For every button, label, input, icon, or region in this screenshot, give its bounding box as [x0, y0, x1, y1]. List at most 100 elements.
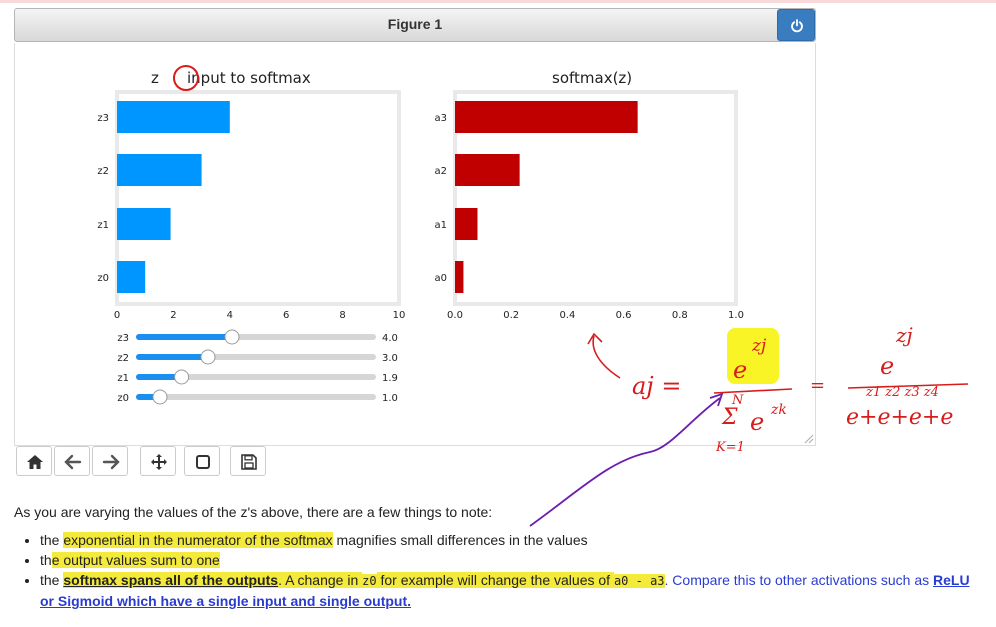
- y-tick-labels-right: a0 a1 a2 a3: [435, 113, 448, 284]
- highlighted-text: exponential in the numerator of the soft…: [63, 532, 333, 548]
- forward-button[interactable]: [92, 446, 128, 476]
- zoom-rect-icon: [196, 455, 210, 469]
- x-tick-labels-right: 0.0 0.2 0.4 0.6 0.8 1.0: [447, 310, 744, 321]
- back-button[interactable]: [54, 446, 90, 476]
- ink-rhs-num: e: [880, 352, 895, 380]
- resize-grip-icon[interactable]: [804, 434, 814, 444]
- bar-a1: [455, 208, 478, 240]
- list-item: the softmax spans all of the outputs. A …: [40, 570, 996, 611]
- bullet-text: th: [40, 552, 52, 568]
- power-icon: [791, 19, 803, 33]
- x-tick-label: 1.0: [728, 310, 744, 321]
- ink-rhs-num-exp: zj: [896, 323, 913, 347]
- chart-title-prefix: z: [151, 69, 159, 87]
- zoom-rect-button[interactable]: [184, 446, 220, 476]
- x-tick-label: 0.2: [503, 310, 519, 321]
- save-icon: [241, 454, 257, 470]
- sigmoid-link[interactable]: or Sigmoid which have a single input and…: [40, 593, 412, 609]
- x-tick-labels-left: 0 2 4 6 8 10: [114, 310, 406, 321]
- chart-title-left: input to softmax: [187, 69, 311, 87]
- ink-rhs-den: e+e+e+e: [846, 405, 954, 430]
- y-tick-label: z1: [97, 220, 109, 231]
- highlighted-text: softmax spans all of the outputs: [63, 572, 279, 588]
- slider-handle[interactable]: [224, 329, 240, 345]
- x-tick-label: 6: [283, 310, 289, 321]
- axes-frame-left: [115, 90, 401, 306]
- intro-paragraph: As you are varying the values of the z's…: [14, 504, 493, 520]
- slider-value: 3.0: [382, 353, 398, 364]
- slider-fill: [136, 354, 208, 360]
- figure-header: Figure 1: [14, 8, 816, 42]
- bars-right: [455, 101, 638, 293]
- bar-a2: [455, 154, 520, 186]
- list-item: the output values sum to one: [40, 550, 996, 570]
- figure-title: Figure 1: [387, 16, 443, 32]
- bar-z1: [117, 208, 171, 240]
- slider-label: z0: [117, 393, 129, 404]
- home-button[interactable]: [16, 446, 52, 476]
- slider-handle[interactable]: [152, 389, 168, 405]
- bullet-text: the: [40, 532, 64, 548]
- forward-arrow-icon: [102, 454, 120, 470]
- y-tick-label: z3: [97, 113, 109, 124]
- y-tick-label: a0: [435, 273, 448, 284]
- slider-label: z1: [117, 373, 129, 384]
- highlighted-text: . A change in: [278, 572, 363, 588]
- bar-a0: [455, 261, 464, 293]
- x-tick-label: 0.8: [672, 310, 688, 321]
- bar-z0: [117, 261, 146, 293]
- close-figure-button[interactable]: [777, 9, 815, 41]
- slider-label: z2: [117, 353, 129, 364]
- highlighted-text: for example will change the values of: [376, 572, 614, 588]
- y-tick-label: a2: [435, 166, 448, 177]
- slider-label: z3: [117, 333, 129, 344]
- ink-fraction-bar-right: [847, 383, 969, 389]
- home-icon: [27, 455, 43, 469]
- bullet-text: magnifies small differences in the value…: [332, 532, 588, 548]
- figure-canvas[interactable]: z input to softmax z0 z1 z2 z3 0 2 4 6 8 10 soft…: [14, 43, 816, 446]
- x-tick-label: 0.0: [447, 310, 463, 321]
- slider-handle[interactable]: [174, 369, 190, 385]
- x-tick-label: 0.4: [559, 310, 575, 321]
- x-tick-label: 8: [339, 310, 345, 321]
- bar-a3: [455, 101, 638, 133]
- slider-group[interactable]: z3 4.0 z2 3.0 z1 1.9 z0 1.0: [117, 329, 398, 405]
- axes-frame-right: [453, 90, 738, 306]
- slider-value: 1.0: [382, 393, 398, 404]
- bar-z2: [117, 154, 202, 186]
- x-tick-label: 2: [170, 310, 176, 321]
- bars-left: [117, 101, 230, 293]
- window-top-strip: [0, 0, 996, 3]
- y-tick-label: a3: [435, 113, 448, 124]
- x-tick-label: 4: [227, 310, 233, 321]
- save-button[interactable]: [230, 446, 266, 476]
- bar-z3: [117, 101, 230, 133]
- list-item: the exponential in the numerator of the …: [40, 530, 996, 550]
- slider-value: 4.0: [382, 333, 398, 344]
- pan-button[interactable]: [140, 446, 176, 476]
- bullet-text: . Compare this to other activations such…: [664, 572, 933, 588]
- plot-area: z input to softmax z0 z1 z2 z3 0 2 4 6 8 10 soft…: [97, 69, 814, 444]
- x-tick-label: 10: [393, 310, 406, 321]
- notes-list: the exponential in the numerator of the …: [14, 530, 996, 611]
- slider-handle[interactable]: [200, 349, 216, 365]
- y-tick-label: z0: [97, 273, 109, 284]
- back-arrow-icon: [64, 454, 82, 470]
- slider-fill: [136, 334, 232, 340]
- inline-code: z0: [362, 574, 377, 588]
- slider-fill: [136, 374, 182, 380]
- pan-icon: [151, 454, 167, 470]
- inline-code: a0 - a3: [613, 574, 665, 588]
- relu-link[interactable]: ReLU: [933, 572, 970, 588]
- slider-track[interactable]: [136, 394, 376, 400]
- highlighted-text: e output values sum to one: [51, 552, 220, 568]
- slider-track[interactable]: [136, 374, 376, 380]
- slider-value: 1.9: [382, 373, 398, 384]
- y-tick-labels-left: z0 z1 z2 z3: [97, 113, 109, 284]
- ink-rhs-den-exps: z1 z2 z3 z4: [866, 385, 939, 400]
- x-tick-label: 0.6: [616, 310, 632, 321]
- y-tick-label: a1: [435, 220, 448, 231]
- bullet-text: the: [40, 572, 64, 588]
- y-tick-label: z2: [97, 166, 109, 177]
- x-tick-label: 0: [114, 310, 120, 321]
